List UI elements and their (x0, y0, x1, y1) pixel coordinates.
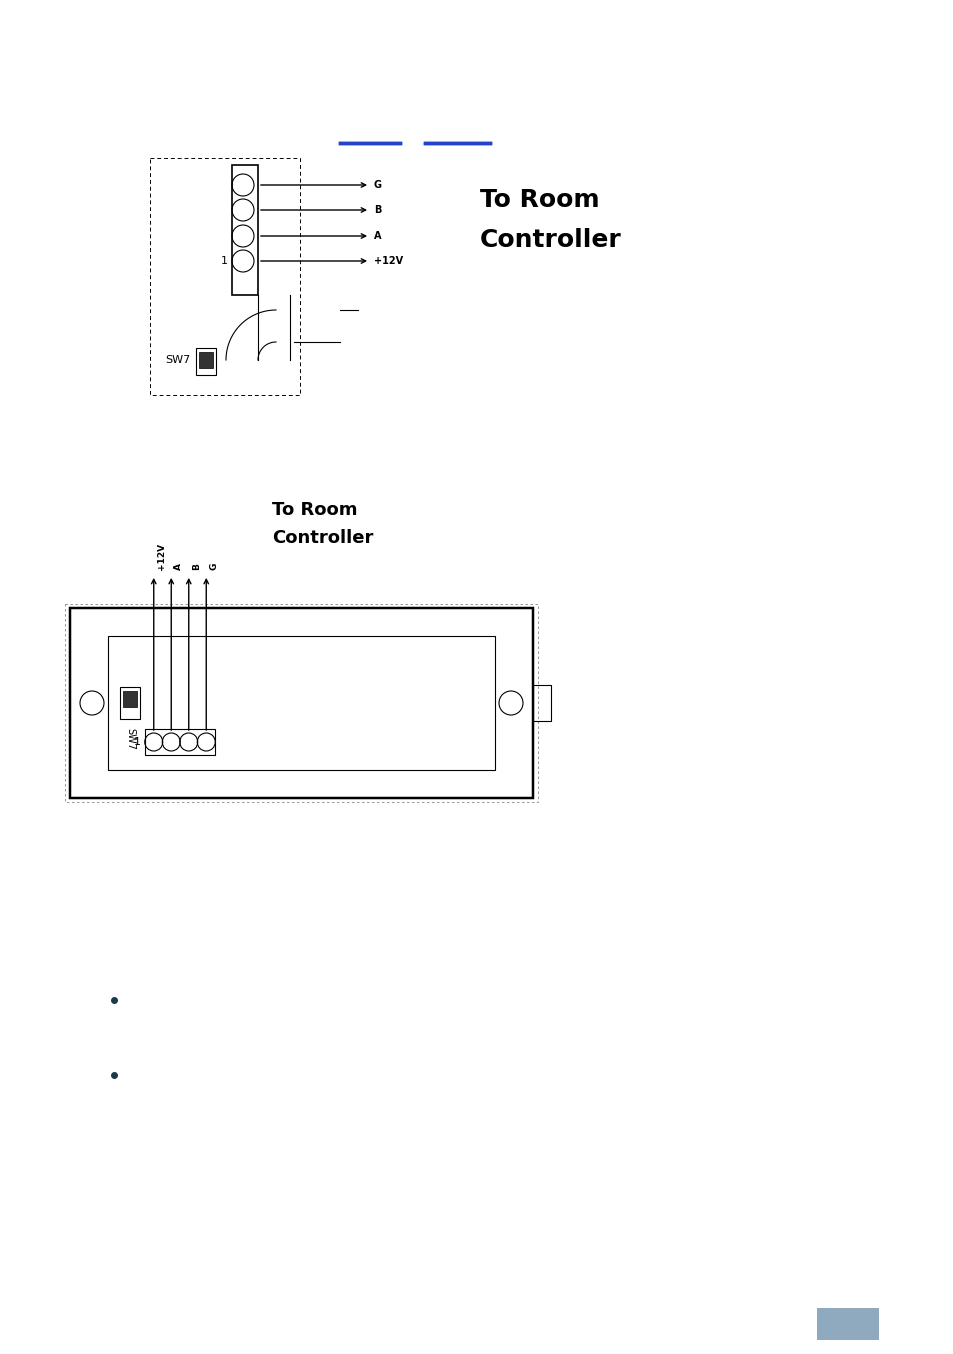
Polygon shape (199, 352, 213, 368)
Text: +12V: +12V (156, 543, 166, 570)
Text: G: G (209, 563, 218, 570)
Text: +12V: +12V (374, 256, 403, 265)
Polygon shape (232, 165, 257, 295)
Text: G: G (374, 180, 381, 190)
Text: To Room: To Room (272, 501, 357, 519)
Text: B: B (192, 563, 200, 570)
Text: Controller: Controller (479, 227, 621, 252)
Text: 1: 1 (133, 737, 141, 747)
Text: B: B (374, 204, 381, 215)
Text: 1: 1 (221, 256, 228, 265)
Text: Controller: Controller (272, 529, 373, 547)
Polygon shape (123, 691, 137, 707)
Text: SW7: SW7 (125, 728, 135, 750)
Text: A: A (374, 232, 381, 241)
Text: To Room: To Room (479, 188, 599, 213)
Text: A: A (174, 563, 183, 570)
Text: SW7: SW7 (165, 355, 190, 366)
Polygon shape (816, 1308, 878, 1340)
